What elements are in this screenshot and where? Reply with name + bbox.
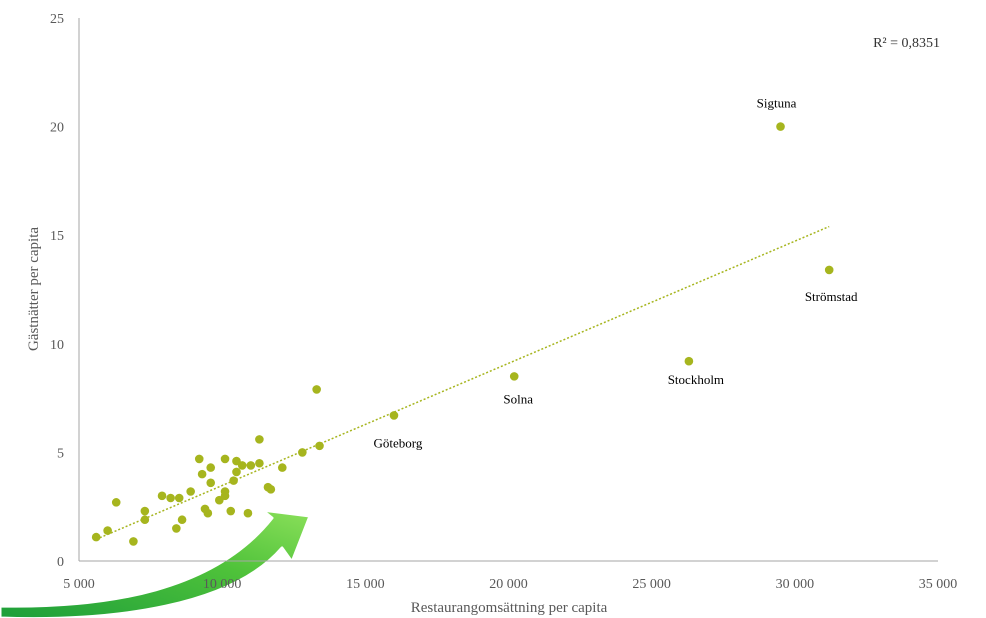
data-point <box>172 524 181 533</box>
x-tick-label: 30 000 <box>776 577 815 592</box>
x-tick-label: 25 000 <box>632 577 671 592</box>
data-point <box>103 526 112 535</box>
data-label: Strömstad <box>805 289 858 304</box>
x-tick-label: 20 000 <box>489 577 528 592</box>
y-tick-label: 10 <box>50 338 64 353</box>
data-point <box>312 385 321 394</box>
y-axis-tick-labels: 0 5 10 15 20 25 <box>50 12 64 570</box>
x-tick-label: 10 000 <box>203 577 242 592</box>
data-point <box>140 506 150 516</box>
x-axis-title: Restaurangomsättning per capita <box>411 600 608 616</box>
data-point <box>174 493 184 503</box>
data-point <box>166 493 175 503</box>
data-point-stockholm <box>684 356 694 366</box>
data-point-gteborg <box>389 411 399 420</box>
data-point <box>298 448 307 457</box>
data-point <box>266 485 276 494</box>
trendline <box>95 225 830 540</box>
data-point <box>229 476 238 485</box>
data-point <box>246 461 256 470</box>
data-point <box>111 498 121 507</box>
data-point <box>255 458 264 468</box>
highlight-arrow <box>0 508 312 618</box>
data-point <box>197 469 207 479</box>
x-axis-tick-labels: 5 000 10 000 15 000 20 000 25 000 30 000 35 00… <box>63 577 957 592</box>
y-tick-label: 0 <box>57 555 64 570</box>
data-point <box>194 454 204 464</box>
data-points <box>91 385 324 546</box>
data-point <box>203 508 213 518</box>
r-squared-label: R² = 0,8351 <box>873 36 940 51</box>
data-point-sigtuna <box>776 122 785 131</box>
data-point <box>220 491 230 501</box>
data-label: Sigtuna <box>757 96 797 111</box>
data-point-strmstad <box>824 265 834 275</box>
data-point <box>220 454 230 464</box>
y-tick-label: 15 <box>50 229 64 244</box>
data-point <box>129 537 138 546</box>
labeled-data-points: Sigtuna Strömstad Stockholm Solna Göteborg <box>374 96 859 451</box>
data-point <box>315 441 324 451</box>
data-point <box>91 532 101 542</box>
data-label: Göteborg <box>374 435 423 450</box>
data-point <box>237 461 247 470</box>
y-tick-label: 5 <box>57 446 64 461</box>
y-axis-title: Gästnätter per capita <box>26 227 42 351</box>
data-point-solna <box>509 372 519 381</box>
data-label: Stockholm <box>668 372 724 387</box>
data-point <box>140 515 150 525</box>
data-point <box>177 515 187 525</box>
data-point <box>243 508 253 518</box>
x-tick-label: 5 000 <box>63 577 95 592</box>
data-point <box>232 467 241 477</box>
data-point <box>186 487 195 496</box>
x-tick-label: 35 000 <box>919 577 958 592</box>
data-label: Solna <box>503 391 533 406</box>
y-tick-label: 20 <box>50 121 64 136</box>
x-tick-label: 15 000 <box>346 577 385 592</box>
data-point <box>206 463 216 472</box>
y-tick-label: 25 <box>50 12 64 27</box>
data-point <box>206 478 216 488</box>
data-point <box>157 491 167 501</box>
data-point <box>277 463 287 472</box>
data-point <box>226 506 236 516</box>
data-point <box>255 435 264 444</box>
